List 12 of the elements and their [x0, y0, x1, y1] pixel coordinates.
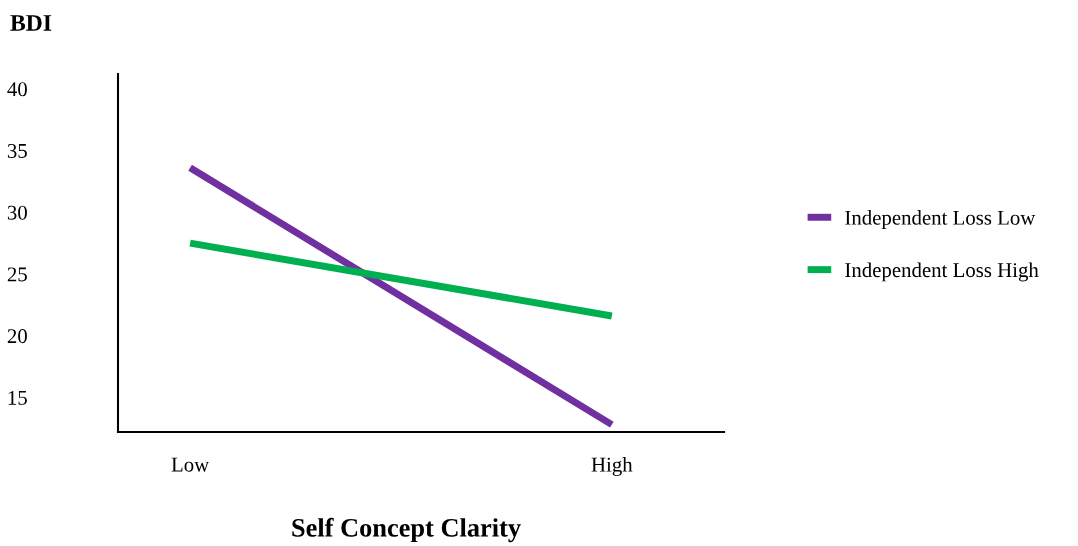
y-tick-label: 20: [7, 329, 27, 344]
y-tick-label: 30: [7, 205, 27, 220]
y-tick-label: 15: [8, 390, 27, 405]
y-tick-label: 35: [7, 143, 27, 158]
y-tick-label: 25: [7, 267, 27, 282]
x-axis-title: Self Concept Clarity: [292, 517, 521, 543]
x-tick-label: Low: [171, 457, 210, 472]
legend-label: Independent Loss Low: [845, 210, 1036, 229]
y-axis-title: BDI: [10, 15, 52, 31]
y-tick-label: 40: [7, 82, 27, 97]
x-tick-label: High: [591, 457, 633, 476]
legend-label: Independent Loss High: [845, 262, 1039, 282]
